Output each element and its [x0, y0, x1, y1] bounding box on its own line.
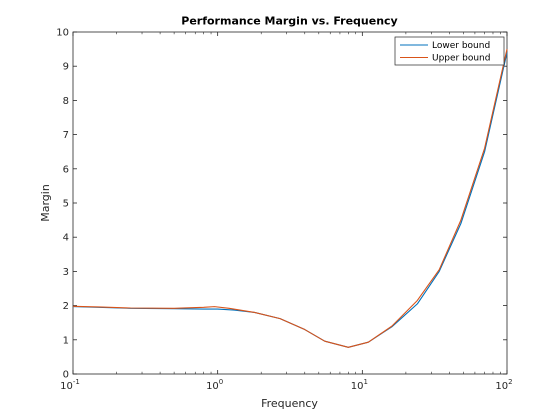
- y-tick-label: 1: [63, 335, 69, 346]
- x-tick-label: 100: [206, 378, 223, 392]
- y-axis-label: Margin: [39, 184, 52, 222]
- x-tick-label: 10-1: [60, 378, 80, 392]
- legend-entry: Upper bound: [432, 54, 490, 64]
- x-axis-label: Frequency: [261, 397, 318, 410]
- y-tick-label: 6: [63, 164, 69, 175]
- axis-ticks: 0 1 2 3 4 5 6 7 8 9 10 10-1 100 101 102: [56, 28, 512, 393]
- y-tick-label: 0: [63, 370, 69, 381]
- series-line-2: [72, 48, 508, 348]
- chart-title: Performance Margin vs. Frequency: [181, 15, 397, 28]
- y-tick-label: 9: [63, 62, 69, 73]
- y-tick-label: 5: [63, 199, 69, 210]
- x-tick-label: 101: [351, 378, 368, 392]
- legend: Lower bound Upper bound: [394, 36, 505, 66]
- y-tick-label: 2: [63, 301, 69, 312]
- plot-area: [72, 31, 508, 375]
- y-tick-label: 4: [63, 233, 69, 244]
- legend-box: [394, 36, 505, 66]
- legend-entry: Lower bound: [432, 41, 490, 51]
- y-tick-label: 3: [63, 267, 69, 278]
- series-lines: [72, 48, 508, 348]
- x-tick-label: 102: [495, 378, 512, 392]
- y-tick-label: 7: [63, 130, 69, 141]
- y-tick-label: 8: [63, 96, 69, 107]
- y-tick-label: 10: [56, 28, 69, 39]
